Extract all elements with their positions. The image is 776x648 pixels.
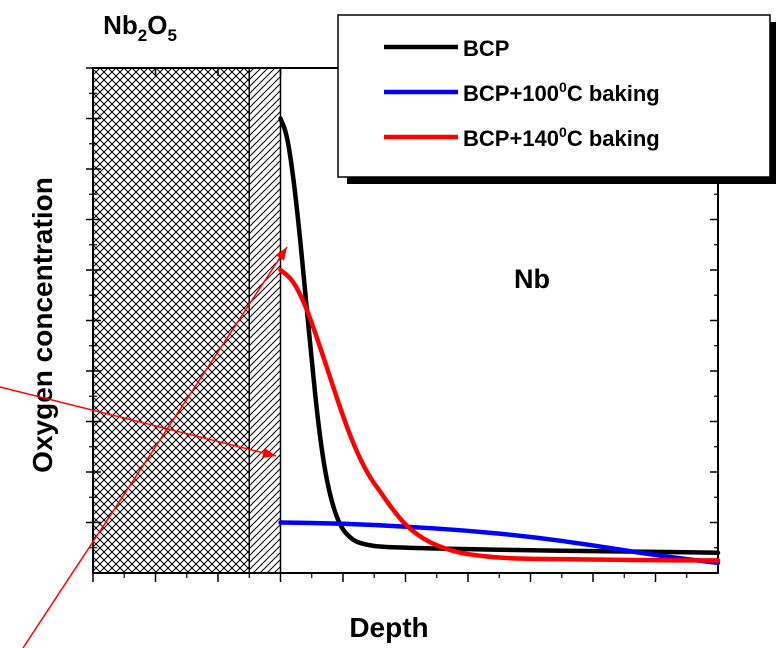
arrow-to-hatched-layer xyxy=(22,246,288,648)
legend-entry-2: BCP+1400C baking xyxy=(463,124,660,151)
series-layer xyxy=(278,116,721,566)
arrow-to-hatched-layer-head xyxy=(275,247,287,261)
axis-ticks xyxy=(86,67,718,582)
series-line-1 xyxy=(278,520,721,566)
oxide-label: Nb2O5 xyxy=(103,10,177,45)
y-axis-label: Oxygen concentration xyxy=(27,177,58,473)
annotation-arrows xyxy=(0,246,288,648)
arrow-to-interface xyxy=(0,386,277,457)
series-line-2 xyxy=(278,267,721,563)
oxide-crosshatch-region xyxy=(92,67,250,574)
legend: BCP BCP+1000C baking BCP+1400C baking xyxy=(337,14,776,184)
legend-entry-0: BCP xyxy=(463,36,509,61)
legend-box xyxy=(337,14,771,178)
oxide-diagonal-hatch-region xyxy=(248,67,282,574)
legend-entry-1: BCP+1000C baking xyxy=(463,79,660,106)
arrow-to-interface-head xyxy=(262,447,276,458)
metal-label: Nb xyxy=(514,264,550,294)
x-axis-label: Depth xyxy=(349,612,428,643)
